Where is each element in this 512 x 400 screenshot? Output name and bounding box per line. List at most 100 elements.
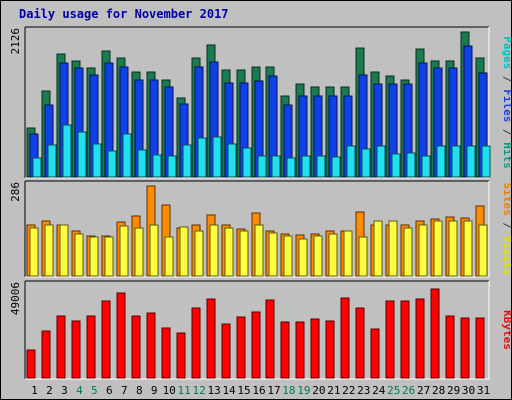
- legend-part: Sites: [501, 183, 511, 216]
- series-legend-visits: Sites / Visits: [501, 183, 511, 276]
- legend-part: /: [501, 122, 511, 142]
- kbytes-bar-day-29: [445, 315, 455, 379]
- sites-bar-day-5: [89, 236, 99, 277]
- sites-bar-day-7: [119, 225, 129, 277]
- kbytes-bar-day-6: [101, 300, 111, 379]
- kbytes-bar-day-1: [26, 349, 36, 379]
- x-tick-label-day-6: 6: [106, 384, 113, 397]
- series-kbytes: [26, 288, 485, 379]
- sites-bar-day-14: [224, 227, 234, 277]
- pages-bar-day-25: [391, 153, 401, 178]
- x-tick-label-day-25: 25: [387, 384, 400, 397]
- x-tick-label-day-17: 17: [267, 384, 280, 397]
- pages-bar-day-26: [406, 152, 416, 178]
- series-legend-kbytes: KBytes: [501, 310, 511, 350]
- pages-bar-day-22: [346, 145, 356, 178]
- kbytes-bar-day-2: [41, 330, 51, 379]
- x-tick-label-day-21: 21: [327, 384, 340, 397]
- x-tick-label-day-5: 5: [91, 384, 98, 397]
- pages-bar-day-21: [331, 156, 341, 178]
- legend-part: Pages: [501, 36, 511, 69]
- x-tick-label-day-30: 30: [462, 384, 475, 397]
- legend-part: /: [501, 216, 511, 236]
- kbytes-bar-day-14: [221, 323, 231, 379]
- x-tick-label-day-19: 19: [297, 384, 310, 397]
- pages-bar-day-24: [376, 145, 386, 178]
- x-tick-label-day-7: 7: [121, 384, 128, 397]
- pages-bar-day-7: [122, 133, 132, 178]
- legend-part: Visits: [501, 236, 511, 276]
- pages-bar-day-2: [47, 144, 57, 178]
- kbytes-bar-day-8: [131, 315, 141, 379]
- kbytes-bar-day-11: [176, 332, 186, 379]
- x-tick-label-day-29: 29: [447, 384, 460, 397]
- sites-bar-day-4: [74, 233, 84, 277]
- kbytes-bar-day-16: [251, 311, 261, 379]
- kbytes-bar-day-15: [236, 316, 246, 379]
- x-tick-label-day-2: 2: [46, 384, 53, 397]
- x-tick-label-day-8: 8: [136, 384, 143, 397]
- kbytes-bar-day-27: [415, 298, 425, 379]
- pages-bar-day-8: [137, 149, 147, 178]
- pages-bar-day-4: [77, 131, 87, 178]
- kbytes-bar-day-22: [340, 297, 350, 379]
- legend-part: /: [501, 69, 511, 89]
- x-tick-label-day-24: 24: [372, 384, 386, 397]
- kbytes-bar-day-7: [116, 292, 126, 379]
- kbytes-bar-day-20: [310, 318, 320, 379]
- sites-bar-day-23: [358, 236, 368, 277]
- kbytes-bar-day-3: [56, 315, 66, 379]
- sites-bar-day-20: [313, 235, 323, 277]
- x-tick-label-day-13: 13: [207, 384, 220, 397]
- kbytes-bar-day-30: [460, 317, 470, 379]
- panel-hits: 2126 Pages / Files / Hits: [9, 26, 511, 179]
- sites-bar-day-6: [104, 236, 114, 277]
- pages-bar-day-1: [32, 157, 42, 178]
- sites-bar-day-19: [298, 238, 308, 277]
- sites-bar-day-26: [403, 227, 413, 277]
- sites-bar-day-13: [209, 224, 219, 277]
- sites-bar-day-18: [283, 235, 293, 277]
- chart-panels: 2126 Pages / Files / Hits 286 Sites / Visit…: [9, 26, 511, 380]
- sites-bar-day-15: [239, 230, 249, 277]
- x-tick-label-day-4: 4: [76, 384, 83, 397]
- x-axis-day-labels: 1 2 3 4 5 6 7 8 9 10 11 12 13 14 15 16 17 18 19 20 21 22 23 24 2…: [31, 384, 490, 397]
- kbytes-bar-day-10: [161, 327, 171, 379]
- x-tick-label-day-12: 12: [193, 384, 206, 397]
- sites-bar-day-9: [149, 224, 159, 277]
- sites-bar-day-31: [478, 224, 488, 277]
- sites-bar-day-25: [388, 220, 398, 277]
- kbytes-bar-day-12: [191, 307, 201, 379]
- sites-bar-day-22: [343, 230, 353, 277]
- pages-bar-day-29: [451, 145, 461, 178]
- sites-bar-day-3: [59, 224, 69, 277]
- pages-bar-day-3: [62, 124, 72, 178]
- x-tick-label-day-27: 27: [417, 384, 430, 397]
- x-tick-label-day-20: 20: [312, 384, 325, 397]
- y-tick-label-visits: 286: [9, 182, 22, 202]
- x-tick-label-day-18: 18: [282, 384, 295, 397]
- sites-bar-day-10: [164, 236, 174, 277]
- kbytes-bar-day-19: [295, 321, 305, 379]
- x-tick-label-day-11: 11: [178, 384, 191, 397]
- panel-kbytes: 49006 KBytes: [9, 280, 511, 380]
- sites-bar-day-2: [44, 224, 54, 277]
- series-legend-hits: Pages / Files / Hits: [501, 36, 511, 169]
- kbytes-bar-day-18: [280, 321, 290, 379]
- kbytes-bar-day-26: [400, 300, 410, 379]
- series-sites: [29, 220, 488, 277]
- kbytes-bar-day-4: [71, 320, 81, 379]
- x-tick-label-day-1: 1: [31, 384, 38, 397]
- x-tick-label-day-10: 10: [163, 384, 176, 397]
- series-files: [29, 45, 488, 178]
- sites-bar-day-27: [418, 224, 428, 277]
- sites-bar-day-16: [254, 224, 264, 277]
- sites-bar-day-11: [179, 226, 189, 277]
- pages-bar-day-19: [301, 155, 311, 178]
- pages-bar-day-10: [167, 155, 177, 178]
- kbytes-bar-day-5: [86, 315, 96, 379]
- kbytes-bar-day-31: [475, 317, 485, 379]
- sites-bar-day-8: [134, 227, 144, 277]
